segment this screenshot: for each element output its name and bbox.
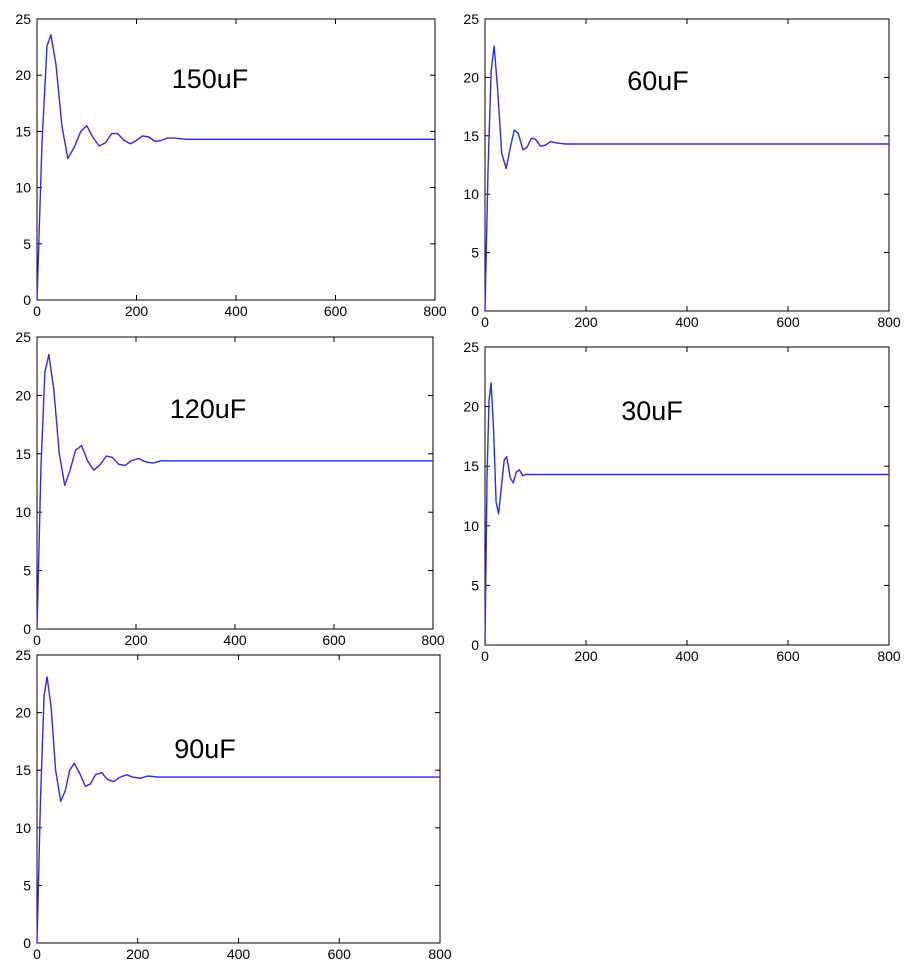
y-tick-label: 15 (463, 458, 479, 474)
plot-frame (484, 346, 890, 646)
y-tick-label: 10 (15, 820, 31, 836)
y-tick-label: 0 (23, 292, 31, 308)
y-tick-label: 20 (15, 67, 31, 83)
y-tick-label: 10 (15, 180, 31, 196)
x-tick-label: 200 (125, 303, 149, 319)
capacitance-label: 120uF (170, 394, 247, 424)
chart-panel: 0 200 400 600 800 0 5 10 15 20 25 150uF (15, 11, 446, 319)
series-line (484, 45, 889, 312)
y-tick-label: 10 (463, 518, 479, 534)
x-tick-label: 400 (675, 648, 699, 664)
x-tick-label: 600 (328, 946, 352, 962)
y-tick-label: 25 (15, 11, 31, 27)
series-line (36, 353, 433, 630)
y-tick-label: 10 (15, 504, 31, 520)
y-tick-label: 10 (463, 186, 479, 202)
x-tick-label: 400 (227, 946, 251, 962)
x-tick-label: 400 (224, 303, 248, 319)
x-tick-label: 800 (877, 648, 901, 664)
series-line (484, 382, 889, 646)
x-tick-label: 0 (481, 314, 489, 330)
plot-frame (36, 18, 436, 301)
chart-panel: 0 200 400 600 800 0 5 10 15 20 25 60uF (463, 11, 900, 330)
y-tick-label: 5 (23, 236, 31, 252)
y-tick-label: 5 (23, 563, 31, 579)
x-tick-label: 400 (223, 632, 247, 648)
y-tick-label: 5 (471, 577, 479, 593)
y-tick-label: 20 (15, 705, 31, 721)
capacitance-label: 30uF (621, 396, 683, 426)
x-tick-label: 0 (33, 303, 41, 319)
x-tick-label: 200 (574, 314, 598, 330)
y-tick-label: 15 (15, 762, 31, 778)
y-tick-label: 15 (15, 446, 31, 462)
plot-frame (36, 336, 434, 630)
x-tick-label: 0 (481, 648, 489, 664)
x-tick-label: 200 (126, 946, 150, 962)
x-tick-label: 800 (877, 314, 901, 330)
y-tick-label: 0 (23, 935, 31, 951)
capacitance-label: 90uF (174, 734, 236, 764)
y-tick-label: 25 (15, 647, 31, 663)
y-tick-label: 0 (23, 621, 31, 637)
x-tick-label: 800 (423, 303, 447, 319)
y-tick-label: 15 (15, 123, 31, 139)
plot-frame (484, 18, 890, 312)
y-tick-label: 15 (463, 128, 479, 144)
x-tick-label: 400 (675, 314, 699, 330)
x-tick-label: 800 (421, 632, 445, 648)
y-tick-label: 5 (23, 877, 31, 893)
x-tick-label: 200 (574, 648, 598, 664)
x-tick-label: 200 (124, 632, 148, 648)
x-tick-label: 600 (776, 314, 800, 330)
y-tick-label: 0 (471, 303, 479, 319)
chart-panel: 0 200 400 600 800 0 5 10 15 20 25 30uF (463, 339, 900, 664)
series-line (36, 34, 435, 301)
capacitance-label: 60uF (627, 66, 689, 96)
y-tick-label: 20 (463, 399, 479, 415)
chart-panel: 0 200 400 600 800 0 5 10 15 20 25 90uF (15, 647, 451, 962)
chart-panel: 0 200 400 600 800 0 5 10 15 20 25 120uF (15, 329, 444, 648)
x-tick-label: 600 (322, 632, 346, 648)
plot-frame (36, 654, 441, 944)
series-line (36, 676, 440, 944)
y-tick-label: 20 (15, 387, 31, 403)
y-tick-label: 25 (15, 329, 31, 345)
x-tick-label: 0 (33, 632, 41, 648)
y-tick-label: 20 (463, 69, 479, 85)
y-tick-label: 25 (463, 339, 479, 355)
x-tick-label: 800 (428, 946, 452, 962)
x-tick-label: 600 (776, 648, 800, 664)
x-tick-label: 0 (33, 946, 41, 962)
y-tick-label: 5 (471, 245, 479, 261)
x-tick-label: 600 (324, 303, 348, 319)
capacitance-label: 150uF (172, 64, 249, 94)
y-tick-label: 25 (463, 11, 479, 27)
y-tick-label: 0 (471, 637, 479, 653)
